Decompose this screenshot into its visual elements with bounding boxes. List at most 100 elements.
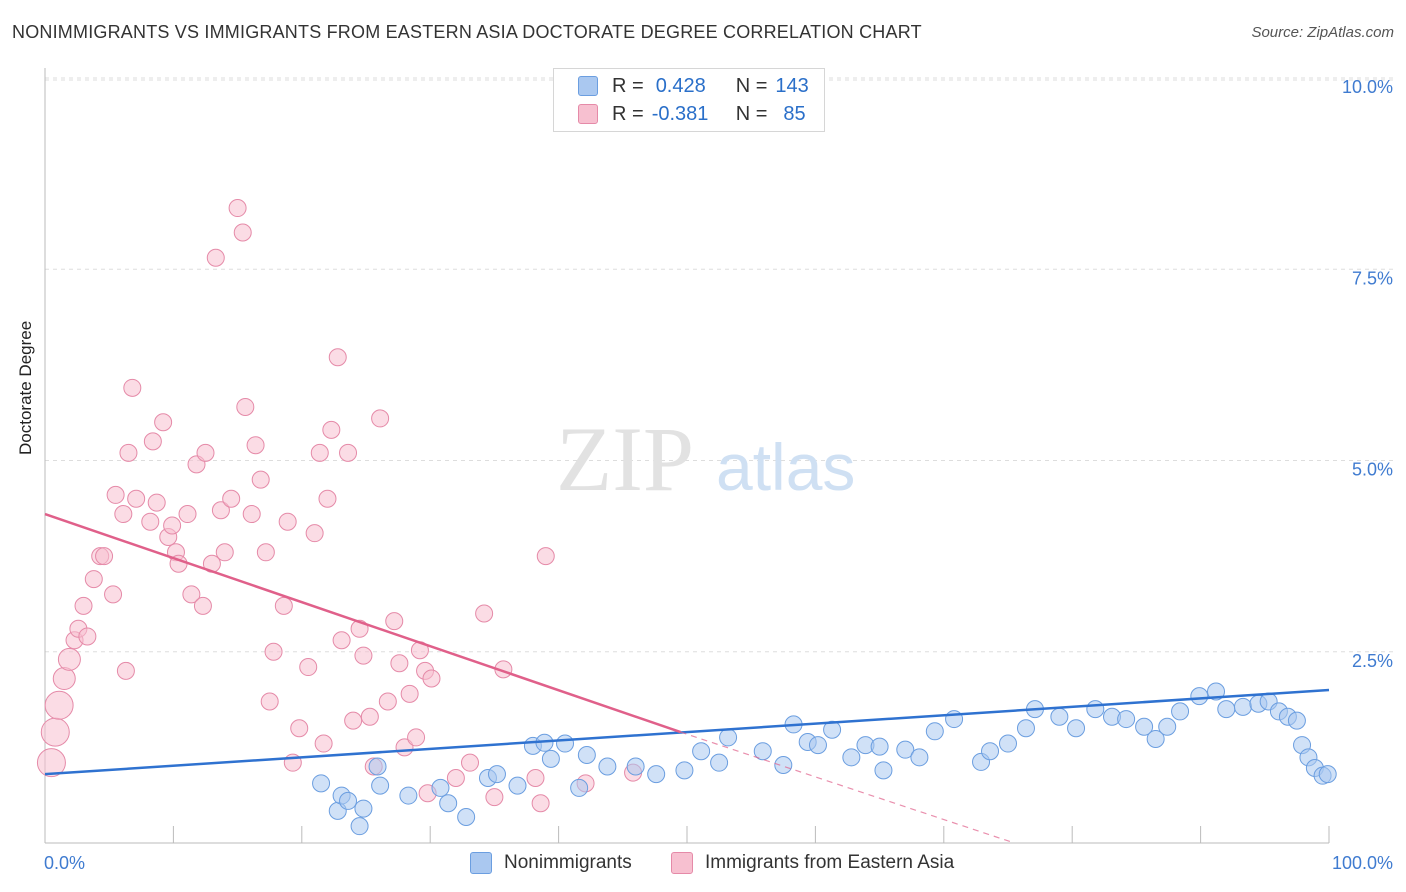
- data-point-immigrants: [119, 443, 138, 462]
- watermark-zip: ZIP: [556, 408, 694, 510]
- data-point-nonimmigrants: [647, 765, 666, 784]
- n-value: 85: [783, 102, 806, 125]
- data-point-immigrants: [299, 658, 318, 677]
- x-tick-labels: 0.0% 100.0%: [44, 853, 1393, 873]
- data-point-immigrants: [104, 585, 123, 604]
- data-point-nonimmigrants: [350, 817, 369, 836]
- x-tick-label: 0.0%: [44, 853, 85, 873]
- data-point-nonimmigrants: [910, 748, 929, 767]
- n-value: 143: [775, 74, 809, 97]
- data-point-immigrants: [371, 409, 390, 428]
- stats-legend-row-immigrants: R = -0.381 N = 85: [578, 102, 806, 126]
- data-point-immigrants: [215, 543, 234, 562]
- axes: [44, 68, 1330, 844]
- data-point-immigrants: [322, 420, 341, 439]
- data-point-immigrants: [274, 596, 293, 615]
- y-axis-label: Doctorate Degree: [16, 320, 35, 455]
- trend-lines: [44, 512, 1330, 844]
- bottom-legend: Nonimmigrants Immigrants from Eastern As…: [0, 852, 1406, 878]
- stats-legend: R = 0.428 N = 143 R = -0.381 N = 85: [553, 68, 825, 132]
- data-point-immigrants: [193, 596, 212, 615]
- data-point-immigrants: [127, 489, 146, 508]
- data-point-immigrants: [354, 646, 373, 665]
- r-value: 0.428: [655, 74, 706, 97]
- data-point-immigrants: [531, 794, 550, 813]
- trend-line-immigrants: [44, 512, 681, 734]
- data-point-immigrants: [228, 199, 247, 218]
- data-point-nonimmigrants: [371, 776, 390, 795]
- data-point-immigrants: [536, 547, 555, 566]
- data-point-immigrants: [163, 516, 182, 535]
- trend-line-nonimmigrants: [44, 688, 1330, 776]
- data-point-immigrants: [182, 585, 201, 604]
- watermark-atlas: atlas: [716, 430, 855, 504]
- source-label: Source: ZipAtlas.com: [1251, 24, 1394, 41]
- data-point-nonimmigrants: [692, 742, 711, 761]
- data-point-nonimmigrants: [1016, 719, 1035, 738]
- data-point-immigrants: [339, 443, 358, 462]
- data-point-nonimmigrants: [1050, 707, 1069, 726]
- data-point-immigrants: [74, 596, 93, 615]
- data-point-nonimmigrants: [1146, 729, 1165, 748]
- data-point-immigrants: [222, 489, 241, 508]
- data-point-immigrants: [385, 612, 404, 631]
- data-point-nonimmigrants: [487, 765, 506, 784]
- data-point-immigrants: [290, 719, 309, 738]
- data-point-nonimmigrants: [570, 778, 589, 797]
- data-point-immigrants: [422, 669, 441, 688]
- data-point-immigrants: [147, 493, 166, 512]
- data-point-immigrants: [305, 524, 324, 543]
- y-tick-label: 2.5%: [1352, 651, 1393, 671]
- data-point-immigrants: [378, 692, 397, 711]
- data-point-immigrants: [106, 485, 125, 504]
- data-point-nonimmigrants: [1117, 710, 1136, 729]
- data-point-nonimmigrants: [719, 728, 738, 747]
- data-point-nonimmigrants: [808, 736, 827, 755]
- r-label: R =: [612, 74, 644, 97]
- data-point-nonimmigrants: [774, 755, 793, 774]
- legend-item-immigrants[interactable]: Immigrants from Eastern Asia: [671, 852, 954, 874]
- data-point-nonimmigrants: [1190, 687, 1209, 706]
- legend-label: Immigrants from Eastern Asia: [705, 852, 955, 873]
- data-point-immigrants: [400, 684, 419, 703]
- data-point-nonimmigrants: [541, 749, 560, 768]
- data-point-nonimmigrants: [1233, 697, 1252, 716]
- data-point-immigrants: [310, 443, 329, 462]
- legend-item-nonimmigrants[interactable]: Nonimmigrants: [470, 852, 632, 874]
- data-point-immigrants: [485, 788, 504, 807]
- data-point-nonimmigrants: [577, 746, 596, 765]
- series-immigrants-points: [36, 199, 643, 813]
- data-point-nonimmigrants: [874, 761, 893, 780]
- data-point-nonimmigrants: [823, 720, 842, 739]
- n-label: N =: [735, 74, 768, 97]
- data-point-immigrants: [114, 505, 133, 524]
- legend-swatch-pink: [578, 104, 598, 124]
- data-point-immigrants: [264, 642, 283, 661]
- data-point-immigrants: [178, 505, 197, 524]
- legend-label: Nonimmigrants: [504, 852, 632, 873]
- data-point-nonimmigrants: [457, 807, 476, 826]
- data-point-immigrants: [461, 753, 480, 772]
- data-point-immigrants: [526, 768, 545, 787]
- data-point-nonimmigrants: [925, 722, 944, 741]
- data-point-nonimmigrants: [1067, 719, 1086, 738]
- data-point-nonimmigrants: [1207, 682, 1226, 701]
- data-point-immigrants: [344, 711, 363, 730]
- n-label: N =: [735, 102, 768, 125]
- data-point-immigrants: [36, 748, 66, 778]
- data-point-nonimmigrants: [675, 761, 694, 780]
- data-point-nonimmigrants: [431, 778, 450, 797]
- data-point-immigrants: [123, 378, 142, 397]
- data-point-immigrants: [196, 443, 215, 462]
- data-point-immigrants: [141, 512, 160, 531]
- data-point-immigrants: [206, 248, 225, 267]
- data-point-immigrants: [242, 505, 261, 524]
- data-point-nonimmigrants: [1158, 717, 1177, 736]
- legend-swatch-pink: [671, 852, 693, 874]
- data-point-immigrants: [246, 436, 265, 455]
- data-point-nonimmigrants: [354, 799, 373, 818]
- data-point-nonimmigrants: [981, 742, 1000, 761]
- data-point-immigrants: [95, 547, 114, 566]
- data-point-nonimmigrants: [508, 776, 527, 795]
